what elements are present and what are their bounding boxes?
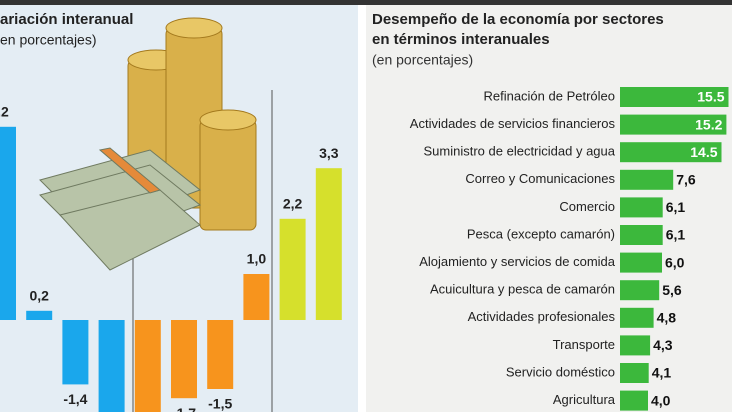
value-label: 4,8 [657, 310, 677, 326]
bar [620, 390, 648, 411]
value-label: 3,3 [319, 145, 339, 161]
right-title: Desempeño de la economía por sectores [372, 11, 664, 28]
category-label: Actividades de servicios financieros [410, 116, 616, 131]
top-rule [0, 0, 732, 5]
bar [171, 320, 197, 399]
value-label: 6,1 [666, 227, 686, 243]
category-label: Acuicultura y pesca de camarón [430, 282, 615, 297]
bar [26, 310, 53, 320]
category-label: Transporte [553, 337, 615, 352]
bar [620, 225, 663, 245]
band [98, 147, 162, 194]
category-label: Servicio doméstico [506, 364, 615, 379]
coin [165, 17, 223, 39]
coin-stack [199, 119, 257, 231]
bar [207, 320, 234, 389]
bar [620, 169, 674, 190]
value-label: -1,5 [208, 396, 232, 412]
category-label: Suministro de electricidad y agua [424, 144, 616, 159]
value-label: ,2 [0, 104, 9, 120]
coin [199, 109, 257, 131]
value-label: 5,6 [662, 282, 682, 298]
category-label: Refinación de Petróleo [483, 88, 615, 103]
bar [620, 363, 649, 383]
value-label: 6,0 [665, 254, 685, 270]
bar [62, 320, 89, 385]
value-label: -1,4 [63, 391, 87, 407]
bar [620, 87, 729, 107]
right-subtitle: (en porcentajes) [372, 52, 473, 68]
value-label: 1,0 [247, 251, 267, 267]
category-label: Actividades profesionales [468, 309, 616, 324]
right-title: en términos interanuales [372, 31, 550, 48]
value-label: 4,0 [651, 392, 671, 408]
bar [0, 126, 16, 320]
bar [134, 320, 161, 412]
bills [59, 189, 201, 271]
right-panel [366, 0, 732, 412]
money-illustration [39, 17, 257, 271]
bar [620, 114, 727, 135]
category-label: Alojamiento y servicios de comida [419, 254, 616, 269]
value-label: 4,3 [653, 337, 673, 353]
bar [279, 218, 306, 320]
value-label: 7,6 [676, 172, 696, 188]
category-label: Pesca (excepto camarón) [467, 226, 615, 241]
bar [620, 142, 722, 163]
value-label: 0,2 [29, 288, 49, 304]
value-label: 6,1 [666, 199, 686, 215]
bar [620, 280, 660, 301]
bar [620, 252, 662, 273]
bar [620, 335, 651, 356]
bar [243, 274, 270, 320]
value-label: 2,2 [283, 196, 303, 212]
bar [620, 197, 663, 218]
left-subtitle: en porcentajes) [0, 32, 97, 48]
value-label: 14.5 [690, 144, 717, 160]
bar [315, 168, 342, 320]
value-label: -1,7 [172, 405, 196, 412]
category-label: Agricultura [553, 392, 616, 407]
bar [98, 320, 125, 412]
bar [620, 307, 654, 328]
value-label: 15.5 [697, 89, 724, 105]
category-label: Correo y Comunicaciones [465, 171, 615, 186]
category-label: Comercio [559, 199, 615, 214]
value-label: 15.2 [695, 116, 722, 132]
left-title: ariación interanual [0, 11, 133, 28]
value-label: 4,1 [652, 365, 672, 381]
